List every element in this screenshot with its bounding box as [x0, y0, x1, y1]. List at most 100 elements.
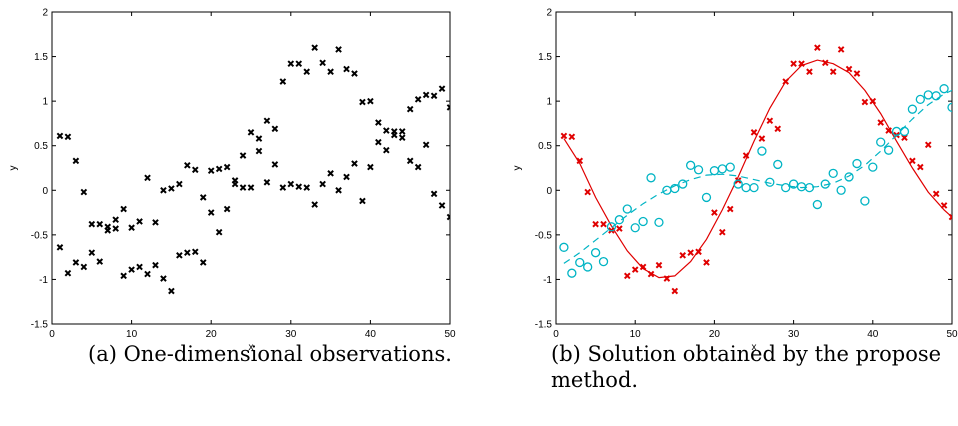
data-point: [120, 205, 127, 213]
chart-b: 0 10 20 30 40 50 -1.5 -1 -0.5 0 0.5 1 1.5 2 x y: [512, 8, 958, 354]
data-point: [869, 97, 877, 105]
data-point: [774, 125, 782, 133]
data-point: [828, 168, 838, 178]
data-point: [104, 227, 112, 234]
data-point: [56, 132, 64, 140]
data-point: [168, 287, 175, 295]
data-point: [136, 263, 143, 271]
data-point: [821, 59, 829, 67]
data-point: [430, 92, 438, 100]
x-tick-label: 0: [49, 329, 55, 340]
caption-b-line1: (b) Solution obtained by the propose: [551, 342, 942, 366]
data-point: [359, 197, 366, 205]
y-tick-label: 0: [42, 186, 48, 197]
data-point: [72, 157, 80, 165]
data-point: [120, 272, 127, 280]
data-layer: [559, 44, 952, 295]
data-point: [901, 134, 908, 141]
data-point: [678, 179, 688, 189]
data-point: [923, 90, 933, 100]
data-point: [631, 266, 639, 273]
data-point: [351, 70, 358, 77]
x-tick-label: 40: [867, 329, 879, 340]
data-point: [909, 157, 916, 165]
data-point: [860, 196, 870, 206]
data-point: [622, 204, 632, 214]
data-point: [917, 163, 924, 171]
data-point: [311, 201, 318, 208]
y-tick-label: 0: [546, 186, 552, 197]
data-point: [88, 220, 96, 228]
data-point: [781, 182, 791, 193]
data-point: [56, 244, 64, 251]
y-tick-label: 0.5: [34, 141, 48, 152]
data-point: [239, 152, 247, 159]
data-point: [271, 125, 279, 133]
data-point: [398, 134, 406, 141]
data-point: [215, 228, 223, 236]
data-point: [638, 216, 648, 227]
y-axis-label: y: [512, 166, 523, 171]
data-point: [327, 68, 334, 76]
data-point: [765, 177, 775, 187]
data-point: [947, 102, 952, 113]
y-tick-label: -1: [543, 275, 552, 286]
y-tick-label: -0.5: [31, 230, 49, 241]
data-point: [375, 138, 382, 146]
y-tick-label: -1: [39, 275, 48, 286]
data-point: [144, 270, 151, 278]
x-tick-label: 20: [206, 329, 218, 340]
x-tick-label: 10: [630, 329, 642, 340]
data-point: [406, 157, 414, 165]
data-point: [647, 270, 655, 278]
data-point: [788, 179, 799, 189]
data-point: [215, 165, 223, 173]
data-point: [717, 164, 727, 174]
data-point: [741, 182, 751, 193]
data-point: [766, 117, 774, 125]
data-point: [750, 129, 758, 136]
data-point: [160, 186, 167, 194]
data-point: [199, 259, 207, 266]
data-point: [584, 188, 591, 196]
x-tick-label: 50: [444, 329, 456, 340]
data-point: [883, 145, 894, 155]
data-point: [327, 170, 334, 177]
data-point: [438, 202, 446, 209]
data-layer: [56, 44, 450, 295]
data-point: [695, 248, 702, 256]
data-point: [773, 159, 783, 170]
data-point: [757, 146, 767, 156]
data-point: [948, 213, 952, 221]
chart-a: 0 10 20 30 40 50 -1.5 -1 -0.5 0 0.5 1 1.5 2 x y: [8, 8, 456, 354]
data-point: [709, 166, 720, 176]
data-point: [726, 205, 734, 213]
data-point: [422, 91, 430, 99]
data-point: [335, 186, 342, 194]
data-point: [422, 141, 430, 149]
data-point: [655, 261, 663, 269]
data-point: [567, 268, 577, 278]
data-point: [663, 275, 671, 282]
data-point: [88, 249, 96, 256]
data-point: [367, 97, 374, 105]
data-point: [383, 146, 390, 154]
y-axis-label: y: [8, 166, 19, 171]
data-point: [319, 59, 326, 67]
data-point: [207, 167, 215, 174]
data-point: [685, 160, 696, 170]
y-tick-label: -0.5: [535, 230, 553, 241]
data-point: [247, 129, 255, 136]
data-point: [351, 160, 358, 167]
x-tick-label: 30: [285, 329, 297, 340]
data-point: [836, 185, 846, 195]
data-point: [796, 182, 807, 192]
data-point: [907, 104, 918, 114]
x-tick-label: 40: [365, 329, 377, 340]
data-point: [576, 157, 584, 165]
y-tick-label: -1.5: [535, 320, 553, 331]
data-point: [592, 220, 599, 228]
y-tick-label: 1: [546, 97, 552, 108]
data-point: [590, 248, 601, 258]
